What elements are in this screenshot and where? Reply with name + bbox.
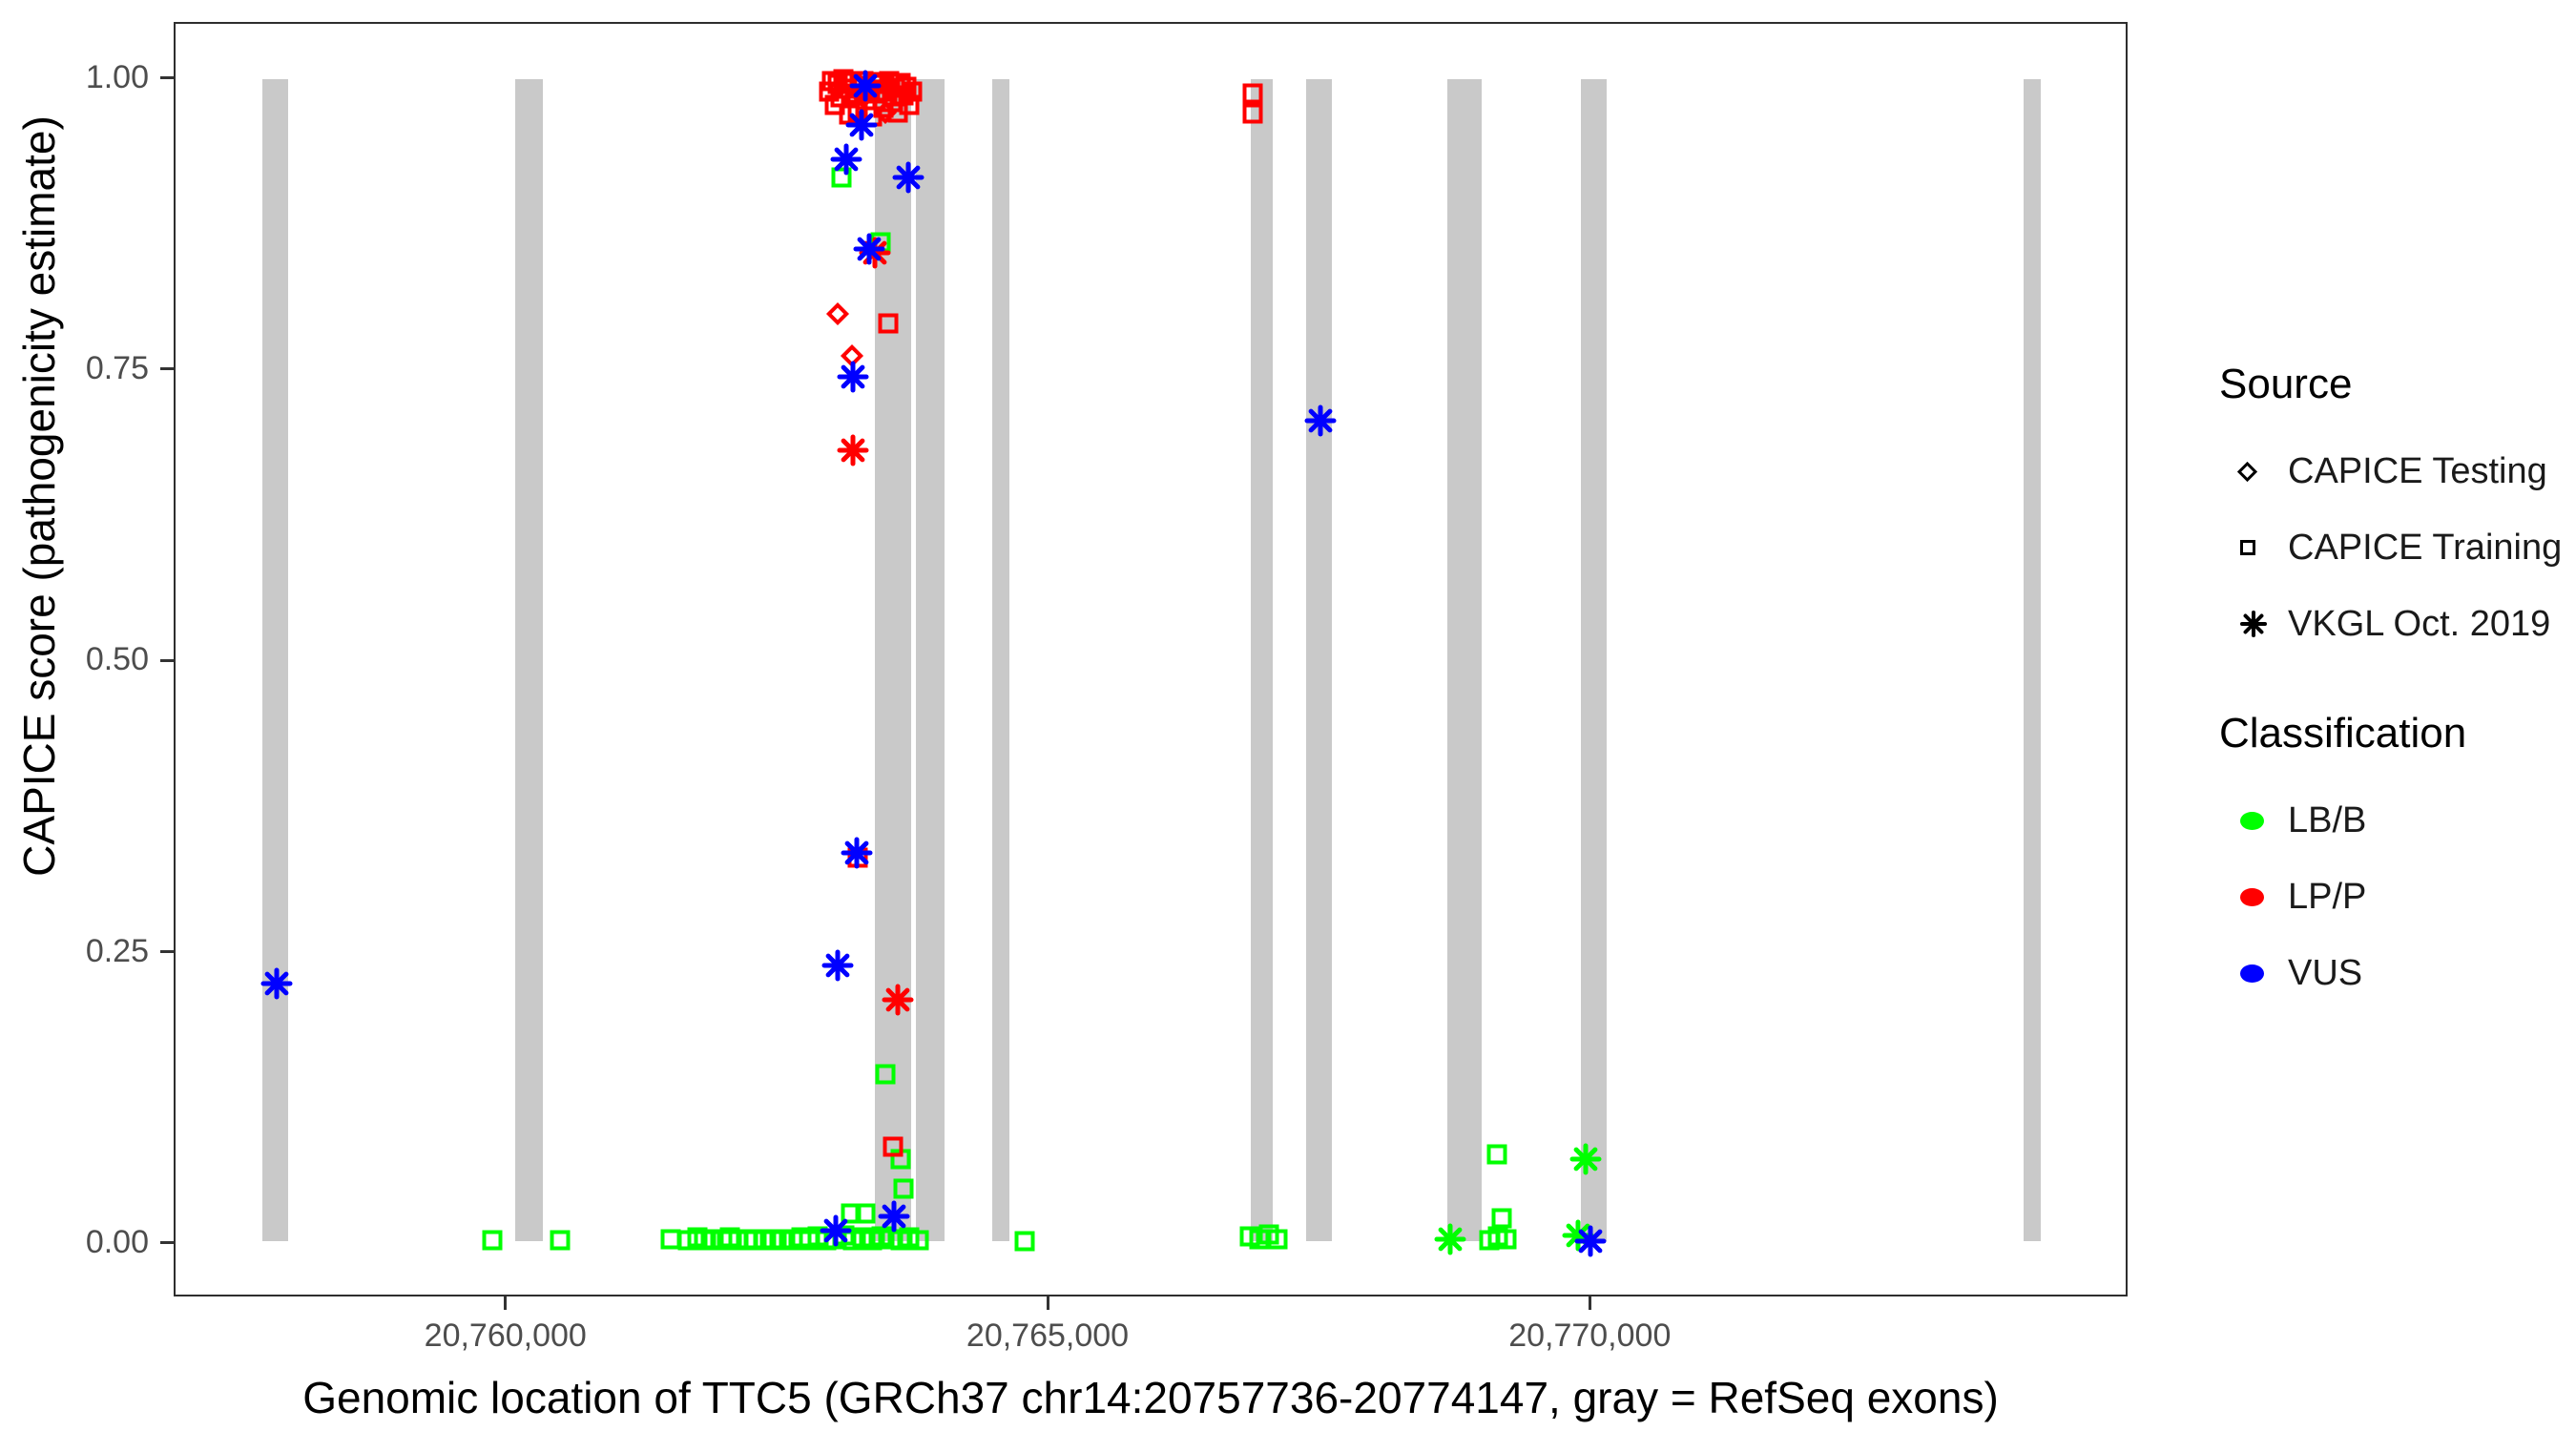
data-point [893, 1178, 914, 1199]
diamond-icon [2219, 461, 2288, 482]
legend-item-label: LP/P [2288, 876, 2367, 917]
legend-item-label: CAPICE Training [2288, 527, 2563, 568]
legend-item-asterisk: VKGL Oct. 2019 [2219, 586, 2576, 662]
color-dot-icon [2219, 811, 2288, 830]
data-point [883, 1136, 904, 1157]
exon-bar [515, 79, 543, 1241]
legend-classification-title: Classification [2219, 710, 2467, 757]
y-tick-label: 0.50 [85, 641, 149, 678]
legend-gap [2219, 662, 2576, 710]
x-tick-mark [1046, 1296, 1049, 1310]
y-tick-label: 0.25 [85, 932, 149, 969]
data-point [855, 1203, 876, 1224]
data-point [1491, 1208, 1512, 1229]
data-point [826, 302, 850, 326]
legend-item-label: LB/B [2288, 799, 2367, 840]
x-tick-label: 20,770,000 [1508, 1317, 1672, 1354]
x-tick-mark [1588, 1296, 1591, 1310]
exon-bar [1250, 79, 1273, 1241]
y-tick-mark [160, 1241, 174, 1245]
exon-bar [1580, 79, 1607, 1241]
exon-bar [261, 79, 288, 1241]
exon-bar [1305, 79, 1332, 1241]
data-point [899, 94, 920, 115]
legend-item-classification: LB/B [2219, 782, 2576, 859]
legend: Source CAPICE Testing CAPICE Training VKGL… [2219, 361, 2576, 1011]
exon-bar [916, 79, 945, 1241]
y-tick-label: 1.00 [85, 58, 149, 95]
data-point [1267, 1229, 1288, 1250]
data-point [878, 313, 899, 334]
data-point [875, 1064, 896, 1085]
data-point [841, 1203, 862, 1224]
plot-area [174, 22, 2128, 1296]
asterisk-icon [2219, 611, 2288, 637]
legend-item-square: CAPICE Training [2219, 509, 2576, 586]
data-point [902, 81, 923, 102]
legend-item-label: CAPICE Testing [2288, 450, 2547, 491]
y-tick-mark [160, 76, 174, 80]
y-tick-mark [160, 950, 174, 954]
x-tick-label: 20,760,000 [424, 1317, 587, 1354]
data-point [1496, 1229, 1517, 1250]
data-point [1486, 1144, 1507, 1165]
data-point [700, 1229, 721, 1250]
legend-source-title: Source [2219, 361, 2353, 407]
x-axis-title: Genomic location of TTC5 (GRCh37 chr14:2… [302, 1373, 1999, 1422]
legend-item-classification: LP/P [2219, 859, 2576, 935]
color-dot-icon [2219, 964, 2288, 983]
data-point [482, 1230, 503, 1251]
exon-bar [1447, 79, 1483, 1241]
exon-bar [992, 79, 1010, 1241]
square-icon [2219, 540, 2288, 555]
data-point [550, 1230, 571, 1251]
legend-item-classification: VUS [2219, 935, 2576, 1011]
data-point [1242, 83, 1263, 104]
color-dot-icon [2219, 887, 2288, 906]
data-point [908, 1230, 929, 1251]
data-point [772, 1229, 793, 1250]
y-axis-title: CAPICE score (pathogenicity estimate) [14, 115, 64, 877]
x-tick-label: 20,765,000 [966, 1317, 1130, 1354]
data-point [1014, 1231, 1034, 1252]
legend-source-items: CAPICE Testing CAPICE Training VKGL Oct. 2… [2219, 433, 2576, 662]
legend-item-label: VUS [2288, 952, 2363, 993]
legend-item-label: VKGL Oct. 2019 [2288, 603, 2551, 644]
data-point [896, 76, 917, 97]
y-tick-mark [160, 367, 174, 371]
exon-bar [875, 79, 912, 1241]
exon-bar [2024, 79, 2042, 1241]
data-point [1242, 103, 1263, 124]
y-tick-label: 0.75 [85, 349, 149, 386]
y-tick-label: 0.00 [85, 1223, 149, 1260]
legend-item-diamond: CAPICE Testing [2219, 433, 2576, 509]
legend-classification-items: LB/B LP/P VUS [2219, 782, 2576, 1011]
x-tick-mark [504, 1296, 508, 1310]
y-tick-mark [160, 658, 174, 662]
data-point [831, 167, 852, 188]
